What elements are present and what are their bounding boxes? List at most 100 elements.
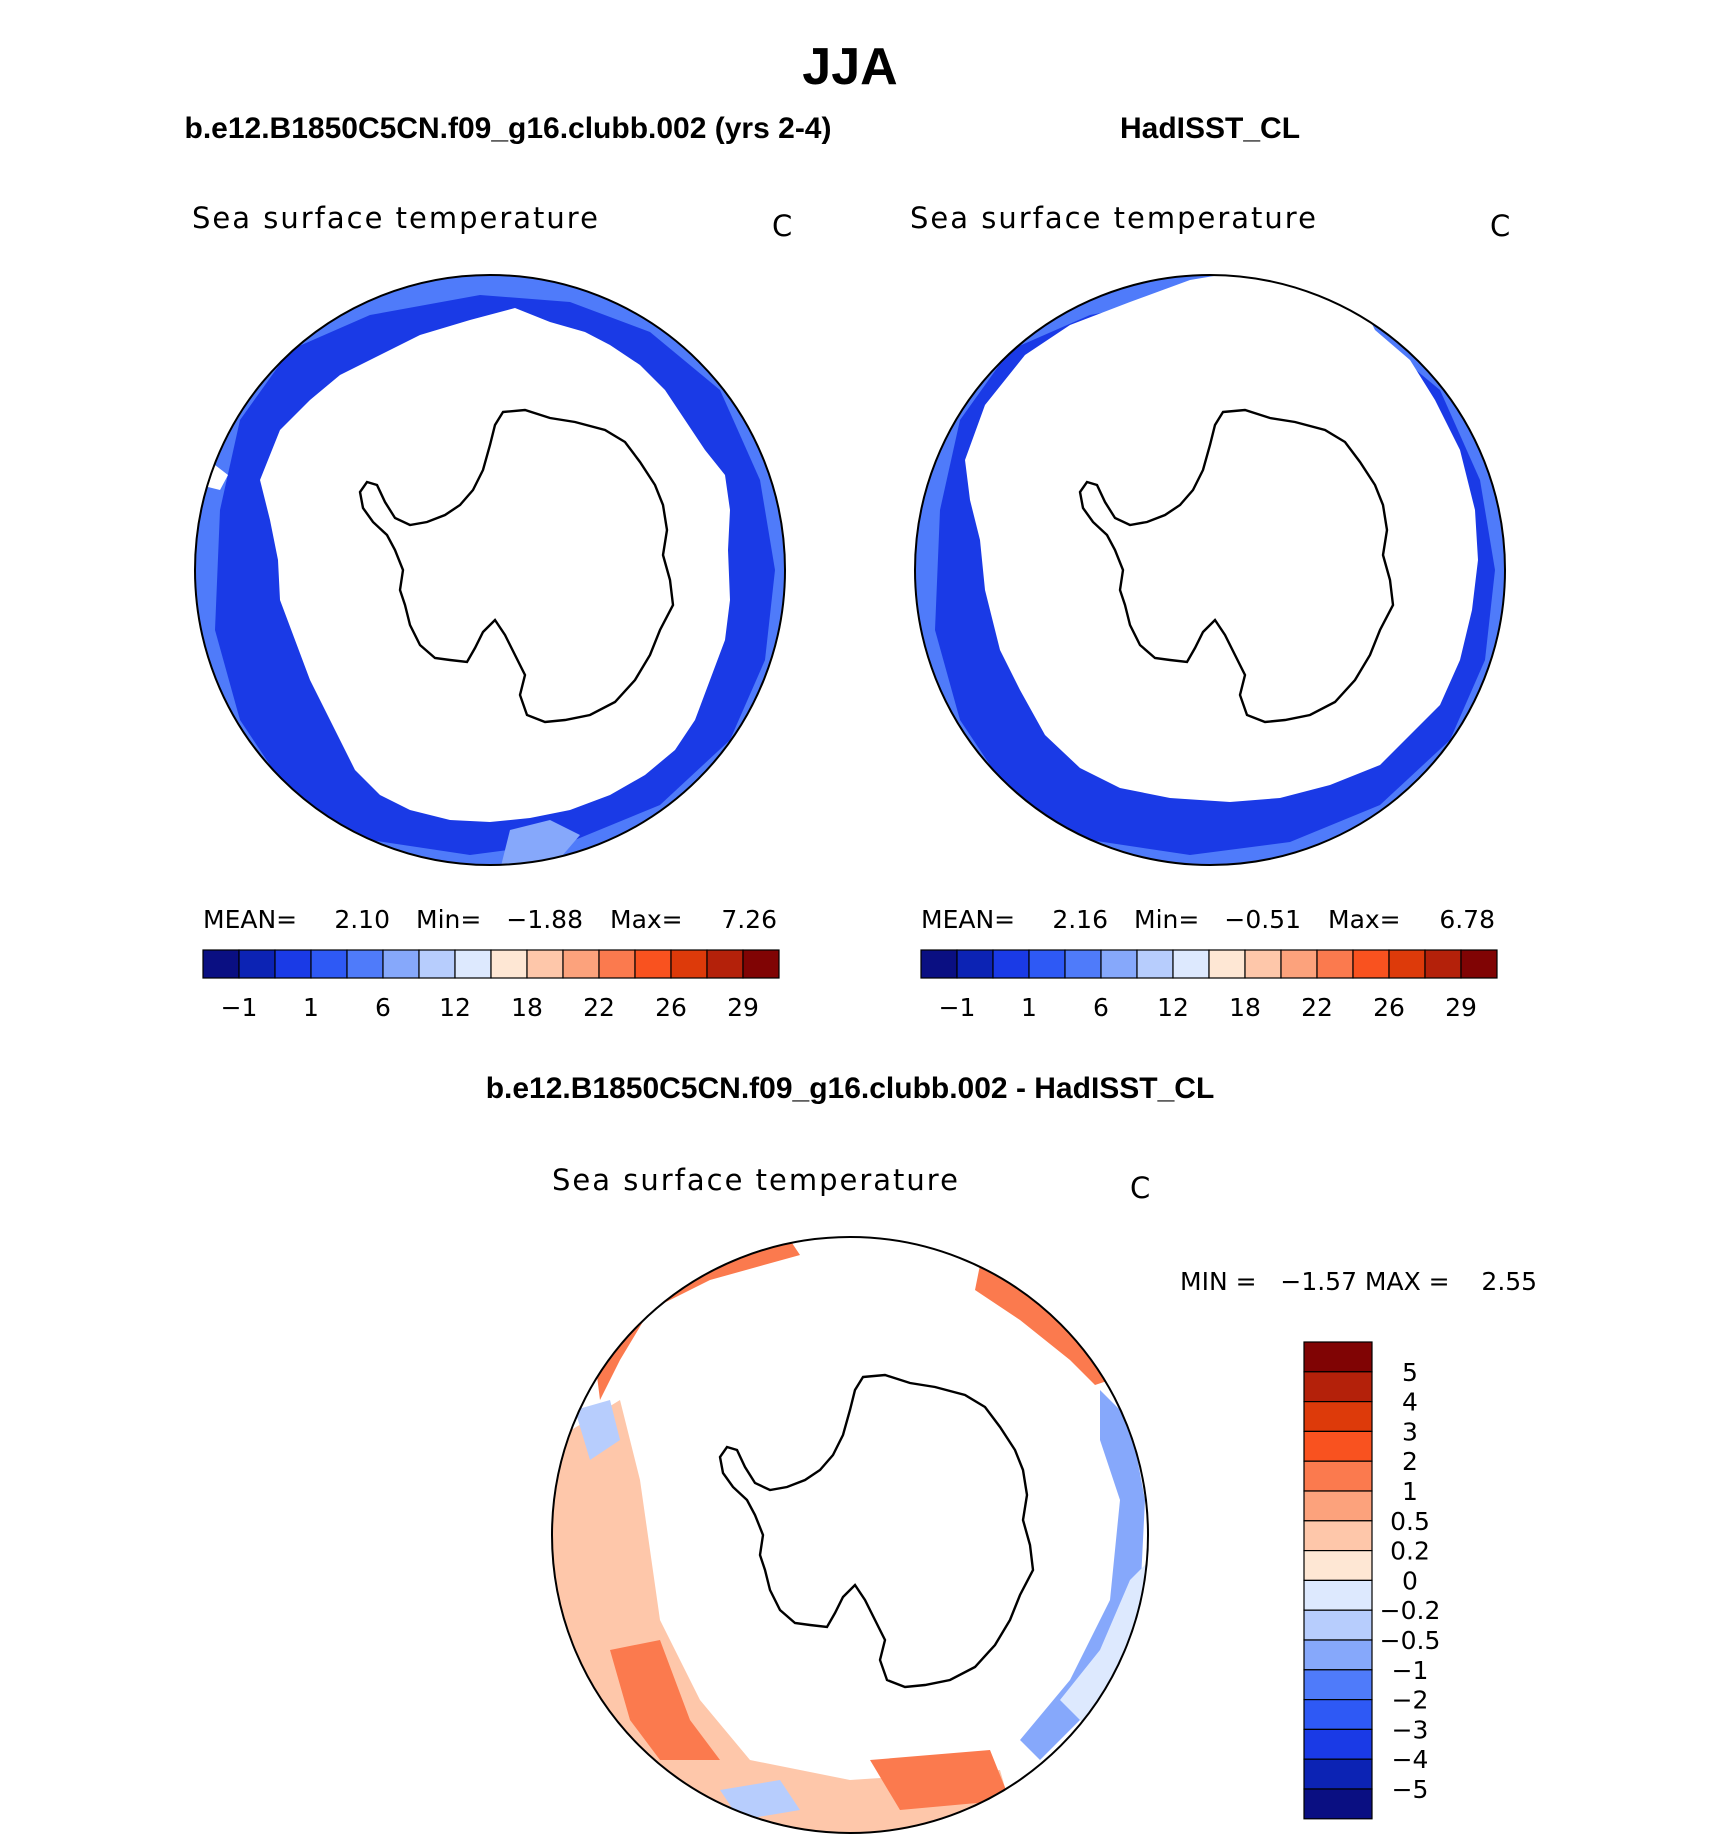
panel-c-header: b.e12.B1850C5CN.f09_g16.clubb.002 - HadI… xyxy=(486,1072,1215,1105)
panel-b-colorbar-box xyxy=(956,949,994,979)
panel-b-colorbar: −1 1 6 12 18 22 26 29 xyxy=(920,949,1498,1022)
panel-a-mean-label: MEAN= xyxy=(203,905,297,934)
panel-c-colorbar-box xyxy=(1303,1400,1373,1432)
panel-b-colorbar-box xyxy=(1352,949,1390,979)
panel-c-colorbar-tick-label: −5 xyxy=(1392,1775,1429,1804)
panel-a-colorbar-tick-label: 12 xyxy=(439,993,471,1022)
panel-b-colorbar-tick-label: 22 xyxy=(1301,993,1333,1022)
panel-b-variable-label: Sea surface temperature xyxy=(910,201,1318,235)
panel-c-map-border xyxy=(551,1236,1149,1834)
panel-c-map xyxy=(552,1237,1148,1833)
panel-a-colorbar-box xyxy=(346,949,384,979)
panel-a-stats: MEAN= 2.10 Min= −1.88 Max= 7.26 xyxy=(203,905,777,934)
panel-c-units: C xyxy=(1130,1171,1150,1205)
panel-c-colorbar-box xyxy=(1303,1579,1373,1611)
panel-c-cool-west xyxy=(575,1400,620,1460)
panel-b-stats: MEAN= 2.16 Min= −0.51 Max= 6.78 xyxy=(921,905,1495,934)
panel-b-header: HadISST_CL xyxy=(1120,112,1300,145)
panel-c-colorbar-box xyxy=(1303,1669,1373,1701)
panel-c-colorbar-box xyxy=(1303,1460,1373,1492)
panel-a-min-value: −1.88 xyxy=(506,905,583,934)
panel-b-colorbar-box xyxy=(1100,949,1138,979)
panel-c-warm-ne xyxy=(975,1265,1110,1385)
panel-a-colorbar-box xyxy=(742,949,780,979)
panel-c-colorbar-box xyxy=(1303,1371,1373,1403)
panel-c-colorbar-tick-label: 1 xyxy=(1402,1477,1418,1506)
panel-a-colorbar-tick-label: 1 xyxy=(303,993,319,1022)
panel-c-neutral-east xyxy=(1060,1560,1148,1730)
panel-b: Sea surface temperature C MEAN= 2.16 Min… xyxy=(910,201,1510,1022)
panel-c-colorbar-tick-label: −2 xyxy=(1392,1686,1429,1715)
panel-a-min-label: Min= xyxy=(416,905,481,934)
panel-c-colorbar-tick-label: 0.5 xyxy=(1390,1507,1430,1536)
panel-c-minmax: MIN = −1.57 MAX = 2.55 xyxy=(1180,1267,1537,1296)
panel-c-strong-warm-south xyxy=(870,1750,1010,1810)
panel-b-map xyxy=(915,275,1505,865)
panel-a-header: b.e12.B1850C5CN.f09_g16.clubb.002 (yrs 2… xyxy=(185,112,832,145)
panel-c-colorbar-tick-label: 3 xyxy=(1402,1417,1418,1446)
panel-b-units: C xyxy=(1490,209,1510,243)
panel-b-colorbar-tick-label: 18 xyxy=(1229,993,1261,1022)
panel-a-colorbar-box xyxy=(634,949,672,979)
panel-a-colorbar-box xyxy=(418,949,456,979)
panel-b-colorbar-box xyxy=(1136,949,1174,979)
panel-b-colorbar-box xyxy=(1316,949,1354,979)
panel-c-colorbar-box xyxy=(1303,1520,1373,1552)
panel-c-colorbar-tick-label: 2 xyxy=(1402,1447,1418,1476)
panel-c-colorbar-box xyxy=(1303,1698,1373,1730)
panel-a: Sea surface temperature C MEAN= 2.10 Min… xyxy=(192,201,792,1022)
panel-a-map xyxy=(195,275,785,865)
panel-c-colorbar-tick-label: 5 xyxy=(1402,1358,1418,1387)
panel-b-colorbar-box xyxy=(1388,949,1426,979)
panel-a-colorbar-tick-label: 26 xyxy=(655,993,687,1022)
panel-a-map-border xyxy=(194,274,786,866)
panel-b-map-border xyxy=(914,274,1506,866)
panel-c-cool-south xyxy=(720,1780,800,1820)
panel-a-colorbar-tick-label: 22 xyxy=(583,993,615,1022)
panel-a-colorbar-tick-label: −1 xyxy=(221,993,258,1022)
panel-c-colorbar-box xyxy=(1303,1430,1373,1462)
panel-b-mean-value: 2.16 xyxy=(1052,905,1108,934)
panel-c-colorbar-box xyxy=(1303,1490,1373,1522)
panel-c-colorbar-tick-label: −3 xyxy=(1392,1715,1429,1744)
panel-a-colorbar-box xyxy=(274,949,312,979)
panel-c-colorbar-box xyxy=(1303,1341,1373,1373)
panel-b-colorbar-box xyxy=(1208,949,1246,979)
panel-a-colorbar-box xyxy=(382,949,420,979)
panel-a-colorbar-box xyxy=(526,949,564,979)
panel-b-colorbar-box xyxy=(1172,949,1210,979)
panel-a-max-label: Max= xyxy=(610,905,683,934)
panel-b-colorbar-box xyxy=(1244,949,1282,979)
panel-a-colorbar-tick-label: 29 xyxy=(727,993,759,1022)
panel-b-colorbar-tick-label: 1 xyxy=(1021,993,1037,1022)
panel-a-colorbar-box xyxy=(670,949,708,979)
panel-b-colorbar-box xyxy=(920,949,958,979)
panel-c-colorbar-tick-label: −0.5 xyxy=(1380,1626,1441,1655)
panel-b-colorbar-box xyxy=(1028,949,1066,979)
panel-b-colorbar-box xyxy=(1064,949,1102,979)
panel-b-mean-label: MEAN= xyxy=(921,905,1015,934)
panel-a-colorbar-box xyxy=(202,949,240,979)
panel-a-colorbar-box xyxy=(238,949,276,979)
panel-c-colorbar-box xyxy=(1303,1639,1373,1671)
panel-b-colorbar-box xyxy=(1424,949,1462,979)
panel-c-background xyxy=(552,1237,1148,1833)
panel-a-mean-value: 2.10 xyxy=(334,905,390,934)
panel-b-colorbar-box xyxy=(1460,949,1498,979)
panel-a-colorbar-box xyxy=(490,949,528,979)
panel-a-colorbar-box xyxy=(310,949,348,979)
panel-c-strong-warm-patch xyxy=(610,1640,720,1760)
panel-b-colorbar-tick-label: 6 xyxy=(1093,993,1109,1022)
panel-a-colorbar-tick-label: 18 xyxy=(511,993,543,1022)
panel-b-colorbar-tick-label: 29 xyxy=(1445,993,1477,1022)
figure-title: JJA xyxy=(802,38,897,96)
panel-b-min-value: −0.51 xyxy=(1224,905,1301,934)
panel-c-colorbar-tick-label: −4 xyxy=(1392,1745,1429,1774)
panel-a-variable-label: Sea surface temperature xyxy=(192,201,600,235)
panel-a-max-value: 7.26 xyxy=(721,905,777,934)
panel-a-units: C xyxy=(772,209,792,243)
panel-b-colorbar-tick-label: 12 xyxy=(1157,993,1189,1022)
panel-b-sea-ice-mask xyxy=(965,275,1478,802)
